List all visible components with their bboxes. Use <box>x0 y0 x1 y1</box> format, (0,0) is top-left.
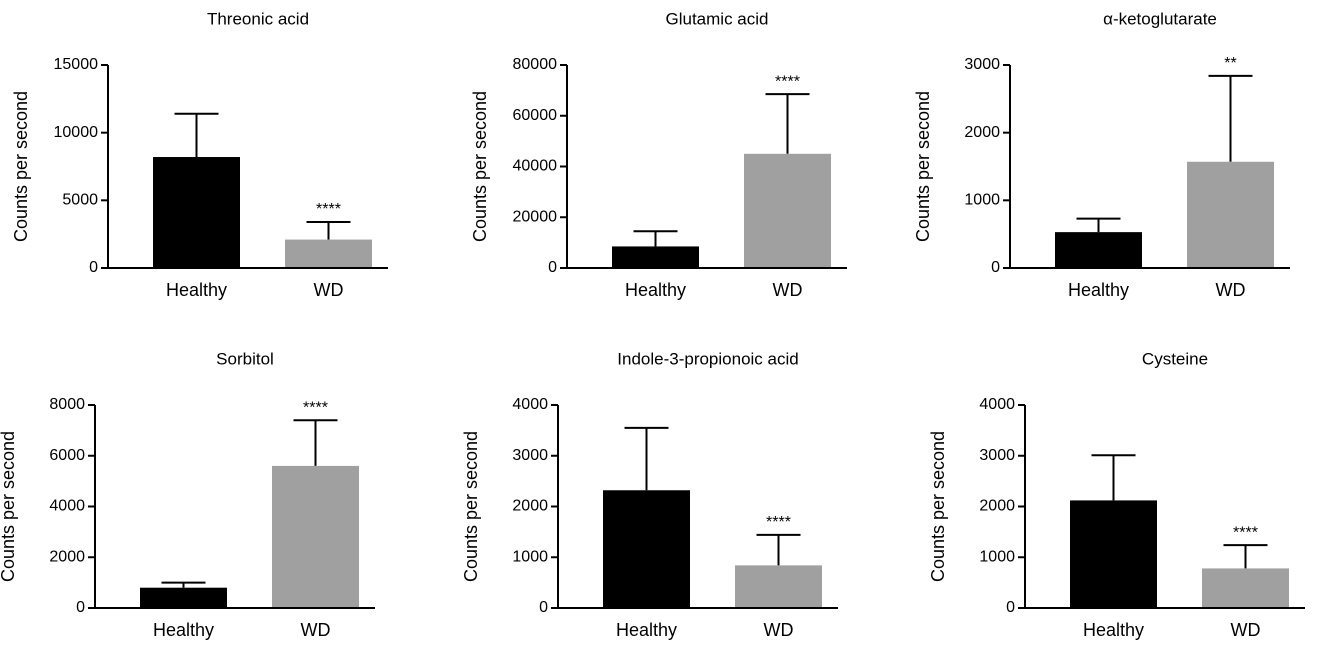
chart-title: α-ketoglutarate <box>1103 9 1217 28</box>
x-tick-label: Healthy <box>1068 280 1129 300</box>
y-tick-label: 0 <box>539 599 548 616</box>
bar <box>744 153 831 268</box>
y-tick-label: 15000 <box>54 56 99 73</box>
y-tick-label: 3000 <box>979 447 1015 464</box>
bar <box>603 490 690 608</box>
y-tick-label: 40000 <box>513 158 558 175</box>
significance-label: **** <box>775 73 800 90</box>
y-tick-label: 2000 <box>964 124 1000 141</box>
significance-label: **** <box>303 399 328 416</box>
y-tick-label: 1000 <box>979 548 1015 565</box>
significance-label: ** <box>1224 55 1236 72</box>
y-tick-label: 80000 <box>513 56 558 73</box>
y-tick-label: 4000 <box>49 498 85 515</box>
x-tick-label: Healthy <box>166 280 227 300</box>
y-tick-label: 1000 <box>964 192 1000 209</box>
y-tick-label: 2000 <box>49 548 85 565</box>
y-tick-label: 0 <box>991 259 1000 276</box>
chart-title: Glutamic acid <box>666 9 769 28</box>
chart-title: Indole-3-propionoic acid <box>617 349 798 368</box>
x-tick-label: Healthy <box>1083 620 1144 640</box>
x-tick-label: WD <box>1216 280 1246 300</box>
x-tick-label: WD <box>764 620 794 640</box>
y-axis-label: Counts per second <box>461 431 481 582</box>
x-tick-label: WD <box>314 280 344 300</box>
y-tick-label: 0 <box>548 259 557 276</box>
bar <box>285 239 372 268</box>
y-tick-label: 3000 <box>512 447 548 464</box>
y-tick-label: 20000 <box>513 208 558 225</box>
y-axis-label: Counts per second <box>470 91 490 242</box>
x-tick-label: WD <box>301 620 331 640</box>
chart-title: Threonic acid <box>207 9 309 28</box>
y-tick-label: 6000 <box>49 447 85 464</box>
y-tick-label: 3000 <box>964 56 1000 73</box>
chart-title: Cysteine <box>1142 349 1208 368</box>
bar <box>140 587 227 608</box>
y-tick-label: 60000 <box>513 107 558 124</box>
significance-label: **** <box>316 201 341 218</box>
x-tick-label: Healthy <box>625 280 686 300</box>
y-tick-label: 0 <box>76 599 85 616</box>
y-tick-label: 5000 <box>62 192 98 209</box>
bar <box>272 465 359 608</box>
x-tick-label: Healthy <box>616 620 677 640</box>
y-axis-label: Counts per second <box>928 431 948 582</box>
bar <box>1187 161 1274 268</box>
significance-label: **** <box>766 514 791 531</box>
y-tick-label: 0 <box>1006 599 1015 616</box>
y-axis-label: Counts per second <box>11 91 31 242</box>
x-tick-label: WD <box>1231 620 1261 640</box>
y-tick-label: 1000 <box>512 548 548 565</box>
y-tick-label: 8000 <box>49 396 85 413</box>
x-tick-label: Healthy <box>153 620 214 640</box>
x-tick-label: WD <box>773 280 803 300</box>
y-axis-label: Counts per second <box>913 91 933 242</box>
chart-title: Sorbitol <box>216 349 274 368</box>
y-tick-label: 4000 <box>512 396 548 413</box>
significance-label: **** <box>1233 524 1258 541</box>
y-tick-label: 4000 <box>979 396 1015 413</box>
bar <box>1055 232 1142 268</box>
y-tick-label: 2000 <box>979 498 1015 515</box>
y-axis-label: Counts per second <box>0 431 18 582</box>
bar <box>1202 568 1289 608</box>
bar <box>735 565 822 608</box>
y-tick-label: 10000 <box>54 124 99 141</box>
y-tick-label: 2000 <box>512 498 548 515</box>
bar <box>612 246 699 268</box>
bar <box>1070 500 1157 608</box>
bar <box>153 157 240 268</box>
y-tick-label: 0 <box>89 259 98 276</box>
